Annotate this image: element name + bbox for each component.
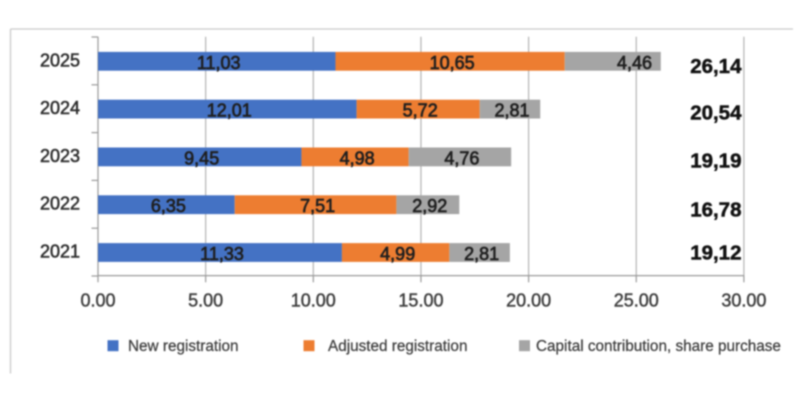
svg-text:Adjusted registration: Adjusted registration (328, 338, 467, 355)
svg-text:4,98: 4,98 (340, 148, 375, 168)
svg-text:0.00: 0.00 (80, 291, 115, 311)
svg-text:5,72: 5,72 (403, 101, 438, 121)
svg-text:4,76: 4,76 (444, 148, 479, 168)
svg-text:7,51: 7,51 (300, 196, 335, 216)
svg-text:15.00: 15.00 (398, 291, 443, 311)
svg-text:2022: 2022 (40, 194, 80, 214)
svg-text:10.00: 10.00 (291, 291, 336, 311)
svg-text:2024: 2024 (40, 98, 80, 118)
svg-text:11,33: 11,33 (200, 244, 244, 264)
svg-text:6,35: 6,35 (151, 196, 186, 216)
svg-text:Capital contribution, share pu: Capital contribution, share purchase (536, 338, 781, 355)
svg-text:5.00: 5.00 (188, 291, 223, 311)
svg-text:2025: 2025 (40, 50, 80, 70)
svg-text:9,45: 9,45 (184, 148, 219, 168)
svg-text:20,54: 20,54 (690, 102, 742, 125)
svg-text:4,46: 4,46 (617, 53, 652, 73)
svg-text:25.00: 25.00 (614, 291, 659, 311)
svg-text:19,19: 19,19 (690, 150, 741, 173)
svg-text:20.00: 20.00 (506, 291, 551, 311)
svg-text:2,81: 2,81 (464, 244, 499, 264)
svg-text:4,99: 4,99 (380, 244, 415, 264)
svg-text:New registration: New registration (128, 338, 239, 355)
svg-text:2,81: 2,81 (494, 101, 529, 121)
svg-text:2023: 2023 (40, 146, 80, 166)
svg-text:2021: 2021 (40, 242, 80, 262)
svg-text:2,92: 2,92 (412, 196, 447, 216)
svg-text:16,78: 16,78 (690, 198, 741, 221)
svg-text:30.00: 30.00 (721, 291, 766, 311)
svg-text:10,65: 10,65 (430, 53, 475, 73)
svg-text:26,14: 26,14 (690, 55, 742, 78)
svg-text:19,12: 19,12 (690, 242, 741, 265)
svg-text:11,03: 11,03 (197, 53, 241, 73)
svg-text:12,01: 12,01 (207, 101, 252, 121)
